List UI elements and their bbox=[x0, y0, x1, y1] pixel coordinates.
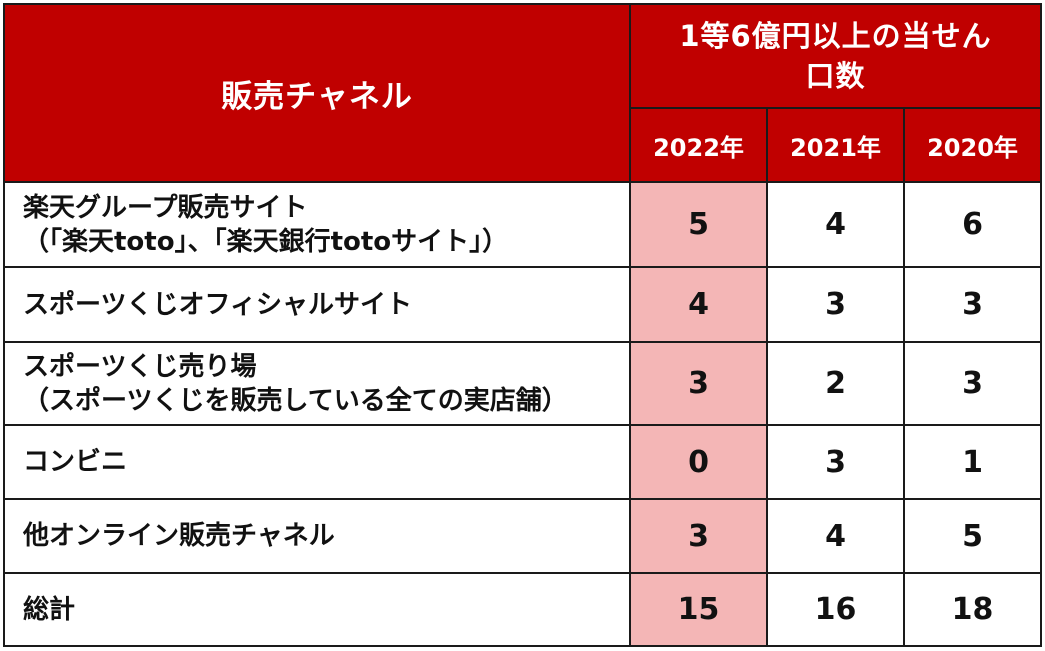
header-channel: 販売チャネル bbox=[3, 3, 631, 183]
row-label-line-1: スポーツくじオフィシャルサイト bbox=[23, 289, 412, 320]
row-label-convenience-store: コンビニ bbox=[3, 424, 631, 500]
cell-2022: 4 bbox=[629, 266, 768, 343]
cell-2021: 3 bbox=[766, 424, 905, 500]
row-label-other-online: 他オンライン販売チャネル bbox=[3, 498, 631, 574]
cell-2020: 3 bbox=[902, 266, 1043, 343]
row-label-retail-stores: スポーツくじ売り場 （スポーツくじを販売している全ての実店舗） bbox=[3, 341, 631, 426]
header-year-2022: 2022年 bbox=[629, 107, 768, 183]
header-winning-count-group: 1等6億円以上の当せん 口数 bbox=[628, 3, 1043, 109]
row-label-line-1: 他オンライン販売チャネル bbox=[23, 521, 335, 551]
winning-count-table: 販売チャネル 1等6億円以上の当せん 口数 2022年 2021年 2020年 … bbox=[3, 3, 1043, 647]
cell-2020: 18 bbox=[902, 572, 1043, 647]
header-row-top: 販売チャネル 1等6億円以上の当せん 口数 bbox=[3, 3, 1043, 183]
cell-2021: 3 bbox=[766, 266, 905, 343]
table-row: 他オンライン販売チャネル 3 4 5 bbox=[3, 498, 1043, 574]
row-label-official-site: スポーツくじオフィシャルサイト bbox=[3, 266, 631, 343]
row-label-total: 総計 bbox=[3, 572, 631, 647]
cell-2021: 4 bbox=[766, 498, 905, 574]
table-row: スポーツくじ売り場 （スポーツくじを販売している全ての実店舗） 3 2 3 bbox=[3, 341, 1043, 426]
row-label-line-2: （スポーツくじを販売している全ての実店舗） bbox=[23, 385, 568, 416]
cell-2022: 0 bbox=[629, 424, 768, 500]
table-row-total: 総計 15 16 18 bbox=[3, 572, 1043, 647]
header-group-line-1: 1等6億円以上の当せん bbox=[679, 19, 992, 53]
cell-2020: 6 bbox=[902, 181, 1043, 268]
header-year-2020: 2020年 bbox=[902, 107, 1043, 183]
cell-2022: 3 bbox=[629, 498, 768, 574]
header-year-2021: 2021年 bbox=[766, 107, 905, 183]
header-row-years: 2022年 2021年 2020年 bbox=[4, 107, 1043, 183]
cell-2022: 15 bbox=[629, 572, 768, 647]
cell-2021: 4 bbox=[766, 181, 905, 268]
table-row: スポーツくじオフィシャルサイト 4 3 3 bbox=[3, 266, 1043, 343]
row-label-line-1: 楽天グループ販売サイト bbox=[23, 192, 308, 223]
cell-2022: 3 bbox=[629, 341, 768, 426]
table-row: コンビニ 0 3 1 bbox=[3, 424, 1043, 500]
cell-2020: 1 bbox=[902, 424, 1043, 500]
table-row: 楽天グループ販売サイト （「楽天toto」、「楽天銀行totoサイト」） 5 4… bbox=[3, 181, 1043, 268]
cell-2020: 3 bbox=[902, 341, 1043, 426]
cell-2021: 16 bbox=[766, 572, 905, 647]
row-label-line-1: スポーツくじ売り場 bbox=[23, 351, 257, 382]
row-label-line-1: コンビニ bbox=[23, 447, 128, 477]
row-label-rakuten: 楽天グループ販売サイト （「楽天toto」、「楽天銀行totoサイト」） bbox=[3, 181, 631, 268]
cell-2021: 2 bbox=[766, 341, 905, 426]
header-group-line-2: 口数 bbox=[805, 59, 866, 93]
row-label-line-1: 総計 bbox=[23, 594, 76, 625]
row-label-line-2: （「楽天toto」、「楽天銀行totoサイト」） bbox=[23, 226, 509, 257]
cell-2022: 5 bbox=[629, 181, 768, 268]
cell-2020: 5 bbox=[902, 498, 1043, 574]
